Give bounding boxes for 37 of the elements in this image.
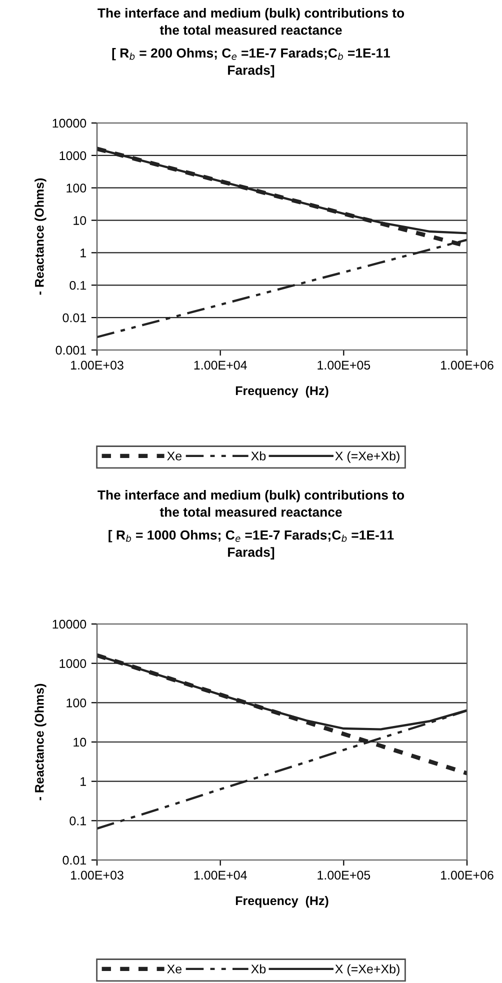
y-tick-label: 0.1 xyxy=(70,280,86,290)
y-tick-label: 10000 xyxy=(52,118,86,128)
legend-label: Xb xyxy=(251,964,266,974)
y-tick-label: 10 xyxy=(74,738,86,747)
y-tick-label: 1 xyxy=(80,248,86,258)
y-tick-label: 1000 xyxy=(60,659,86,668)
x-tick-label: 1.00E+03 xyxy=(71,360,124,370)
x-tick-label: 1.00E+06 xyxy=(441,870,494,880)
legend-label: X (=Xe+Xb) xyxy=(335,964,400,976)
x-axis-title: Frequency (Hz) xyxy=(236,896,328,908)
legend-label: Xe xyxy=(167,964,182,974)
text: [ R$_{b}$ = 200 Ohms; C$_{e}$ =1E-7 Farads;C$_{b}$ =1E-11 Farads] xyxy=(112,48,390,78)
chart-title: The interface and medium (bulk) contributions to the total measured reactance xyxy=(98,490,404,517)
y-tick-label: 0.01 xyxy=(62,313,86,322)
x-tick-label: 1.00E+04 xyxy=(194,360,247,370)
y-tick-label: 100 xyxy=(66,698,86,708)
text: [ R$_{b}$ = 1000 Ohms; C$_{e}$ =1E-7 Farads;C$_{b}$ =1E-11 Farads] xyxy=(108,530,394,560)
x-axis-title: Frequency (Hz) xyxy=(236,386,328,398)
y-tick-label: 10 xyxy=(74,216,86,225)
y-tick-label: 1 xyxy=(80,777,86,786)
y-tick-label: 10000 xyxy=(52,620,86,629)
x-tick-label: 1.00E+05 xyxy=(318,360,370,370)
x-tick-label: 1.00E+05 xyxy=(318,870,370,880)
y-axis-title: - Reactance (Ohms) xyxy=(34,178,46,295)
y-tick-label: 100 xyxy=(66,184,86,193)
y-tick-label: 1000 xyxy=(60,151,86,160)
x-tick-label: 1.00E+03 xyxy=(71,870,124,880)
x-tick-label: 1.00E+04 xyxy=(194,870,247,880)
legend-label: X (=Xe+Xb) xyxy=(335,451,400,463)
y-axis-title: - Reactance (Ohms) xyxy=(34,684,46,800)
y-tick-label: 0.1 xyxy=(70,816,86,826)
x-tick-label: 1.00E+06 xyxy=(441,360,494,370)
y-tick-label: 0.01 xyxy=(62,856,86,865)
legend-label: Xe xyxy=(167,452,182,460)
y-tick-label: 0.001 xyxy=(56,346,86,355)
chart-title: The interface and medium (bulk) contributions to the total measured reactance xyxy=(98,8,404,35)
legend-label: Xb xyxy=(251,451,266,460)
